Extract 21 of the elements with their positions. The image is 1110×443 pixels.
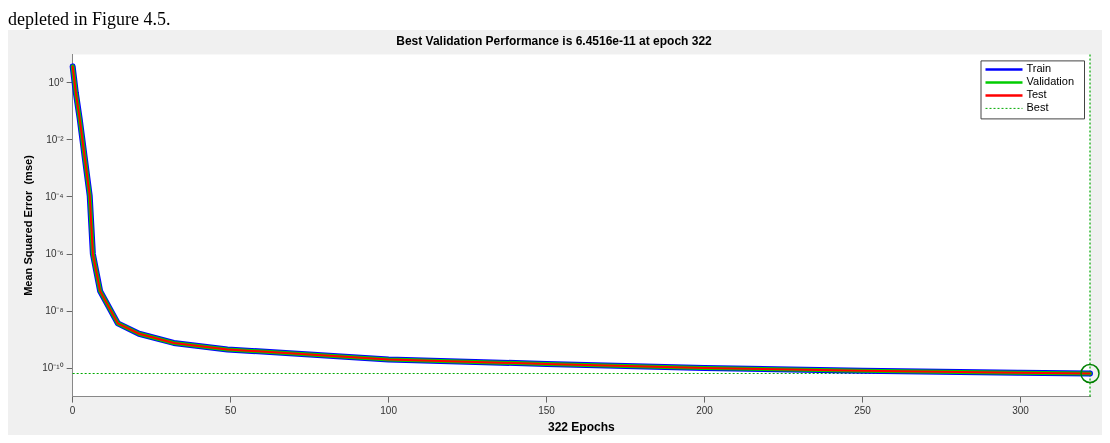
y-tick-label: 10⁻² <box>46 133 65 145</box>
x-tick-label: 0 <box>69 405 76 417</box>
x-tick-label: 300 <box>1012 405 1030 417</box>
y-tick-label: 10⁰ <box>48 76 64 88</box>
y-tick-label: 10⁻⁴ <box>45 190 64 202</box>
y-tick-label: 10⁻¹⁰ <box>42 361 64 373</box>
legend-label: Best <box>1026 101 1049 114</box>
y-axis-title: Mean Squared Error (mse) <box>21 154 34 296</box>
y-tick-label: 10⁻⁸ <box>45 304 64 316</box>
x-tick-label: 250 <box>854 405 872 417</box>
legend-label: Test <box>1026 88 1047 101</box>
x-tick-label: 150 <box>538 405 556 417</box>
x-tick-label: 200 <box>696 405 714 417</box>
x-tick-label: 100 <box>380 405 398 417</box>
legend-label: Validation <box>1026 75 1074 88</box>
chart-title: Best Validation Performance is 6.4516e-11 at epoch 322 <box>396 33 713 48</box>
text: depleted in Figure 4.5. <box>8 8 172 30</box>
y-tick-label: 10⁻⁶ <box>45 247 64 259</box>
x-tick-label: 50 <box>225 405 237 417</box>
legend-label: Train <box>1026 62 1052 75</box>
x-axis-title: 322 Epochs <box>547 420 615 435</box>
